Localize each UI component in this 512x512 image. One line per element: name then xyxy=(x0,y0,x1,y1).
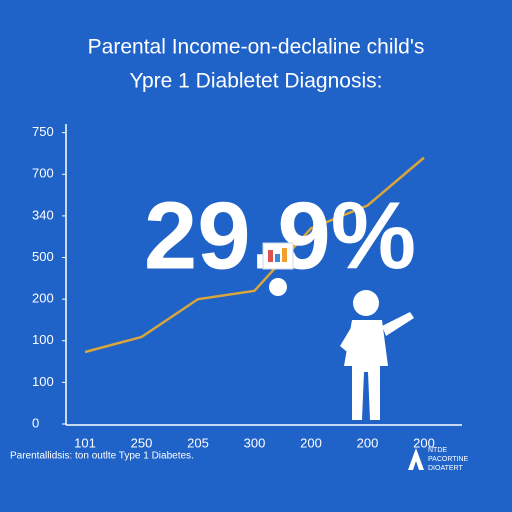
x-tick-label: 200 xyxy=(413,435,435,450)
x-tick-label: 250 xyxy=(131,435,153,450)
x-tick-label: 101 xyxy=(74,435,96,450)
x-tick-label: 200 xyxy=(300,435,322,450)
logo-line: DIOATERT xyxy=(428,465,463,472)
y-tick-label: 500 xyxy=(32,249,54,264)
y-tick-label: 200 xyxy=(32,291,54,306)
headline-figure: 29.9% xyxy=(144,182,416,289)
y-tick-label: 0 xyxy=(32,415,39,430)
y-tick-label: 750 xyxy=(32,124,54,139)
person-icon xyxy=(340,290,414,420)
chart-title: Parental Income-on-declaline child's xyxy=(88,36,425,59)
y-tick-label: 340 xyxy=(32,207,54,222)
logo: NTDE PACORTINE DIOATERT xyxy=(408,447,469,472)
y-tick-label: 100 xyxy=(32,332,54,347)
logo-line: PACORTINE xyxy=(428,456,469,463)
logo-line: NTDE xyxy=(428,447,447,454)
y-tick-label: 100 xyxy=(32,374,54,389)
footnote: Parentallidsis: ton outlte Type 1 Diabet… xyxy=(10,451,194,462)
chart-icon xyxy=(262,242,294,296)
chart-subtitle: Ypre 1 Diabletet Diagnosis: xyxy=(130,70,383,93)
x-tick-label: 205 xyxy=(187,435,209,450)
plot: 0 100 100 200 500 340 700 750 101 250 205 300 200 200… xyxy=(32,124,435,450)
x-tick-label: 300 xyxy=(244,435,266,450)
y-tick-label: 700 xyxy=(32,166,54,181)
data-line xyxy=(84,156,425,354)
x-tick-label: 200 xyxy=(357,435,379,450)
